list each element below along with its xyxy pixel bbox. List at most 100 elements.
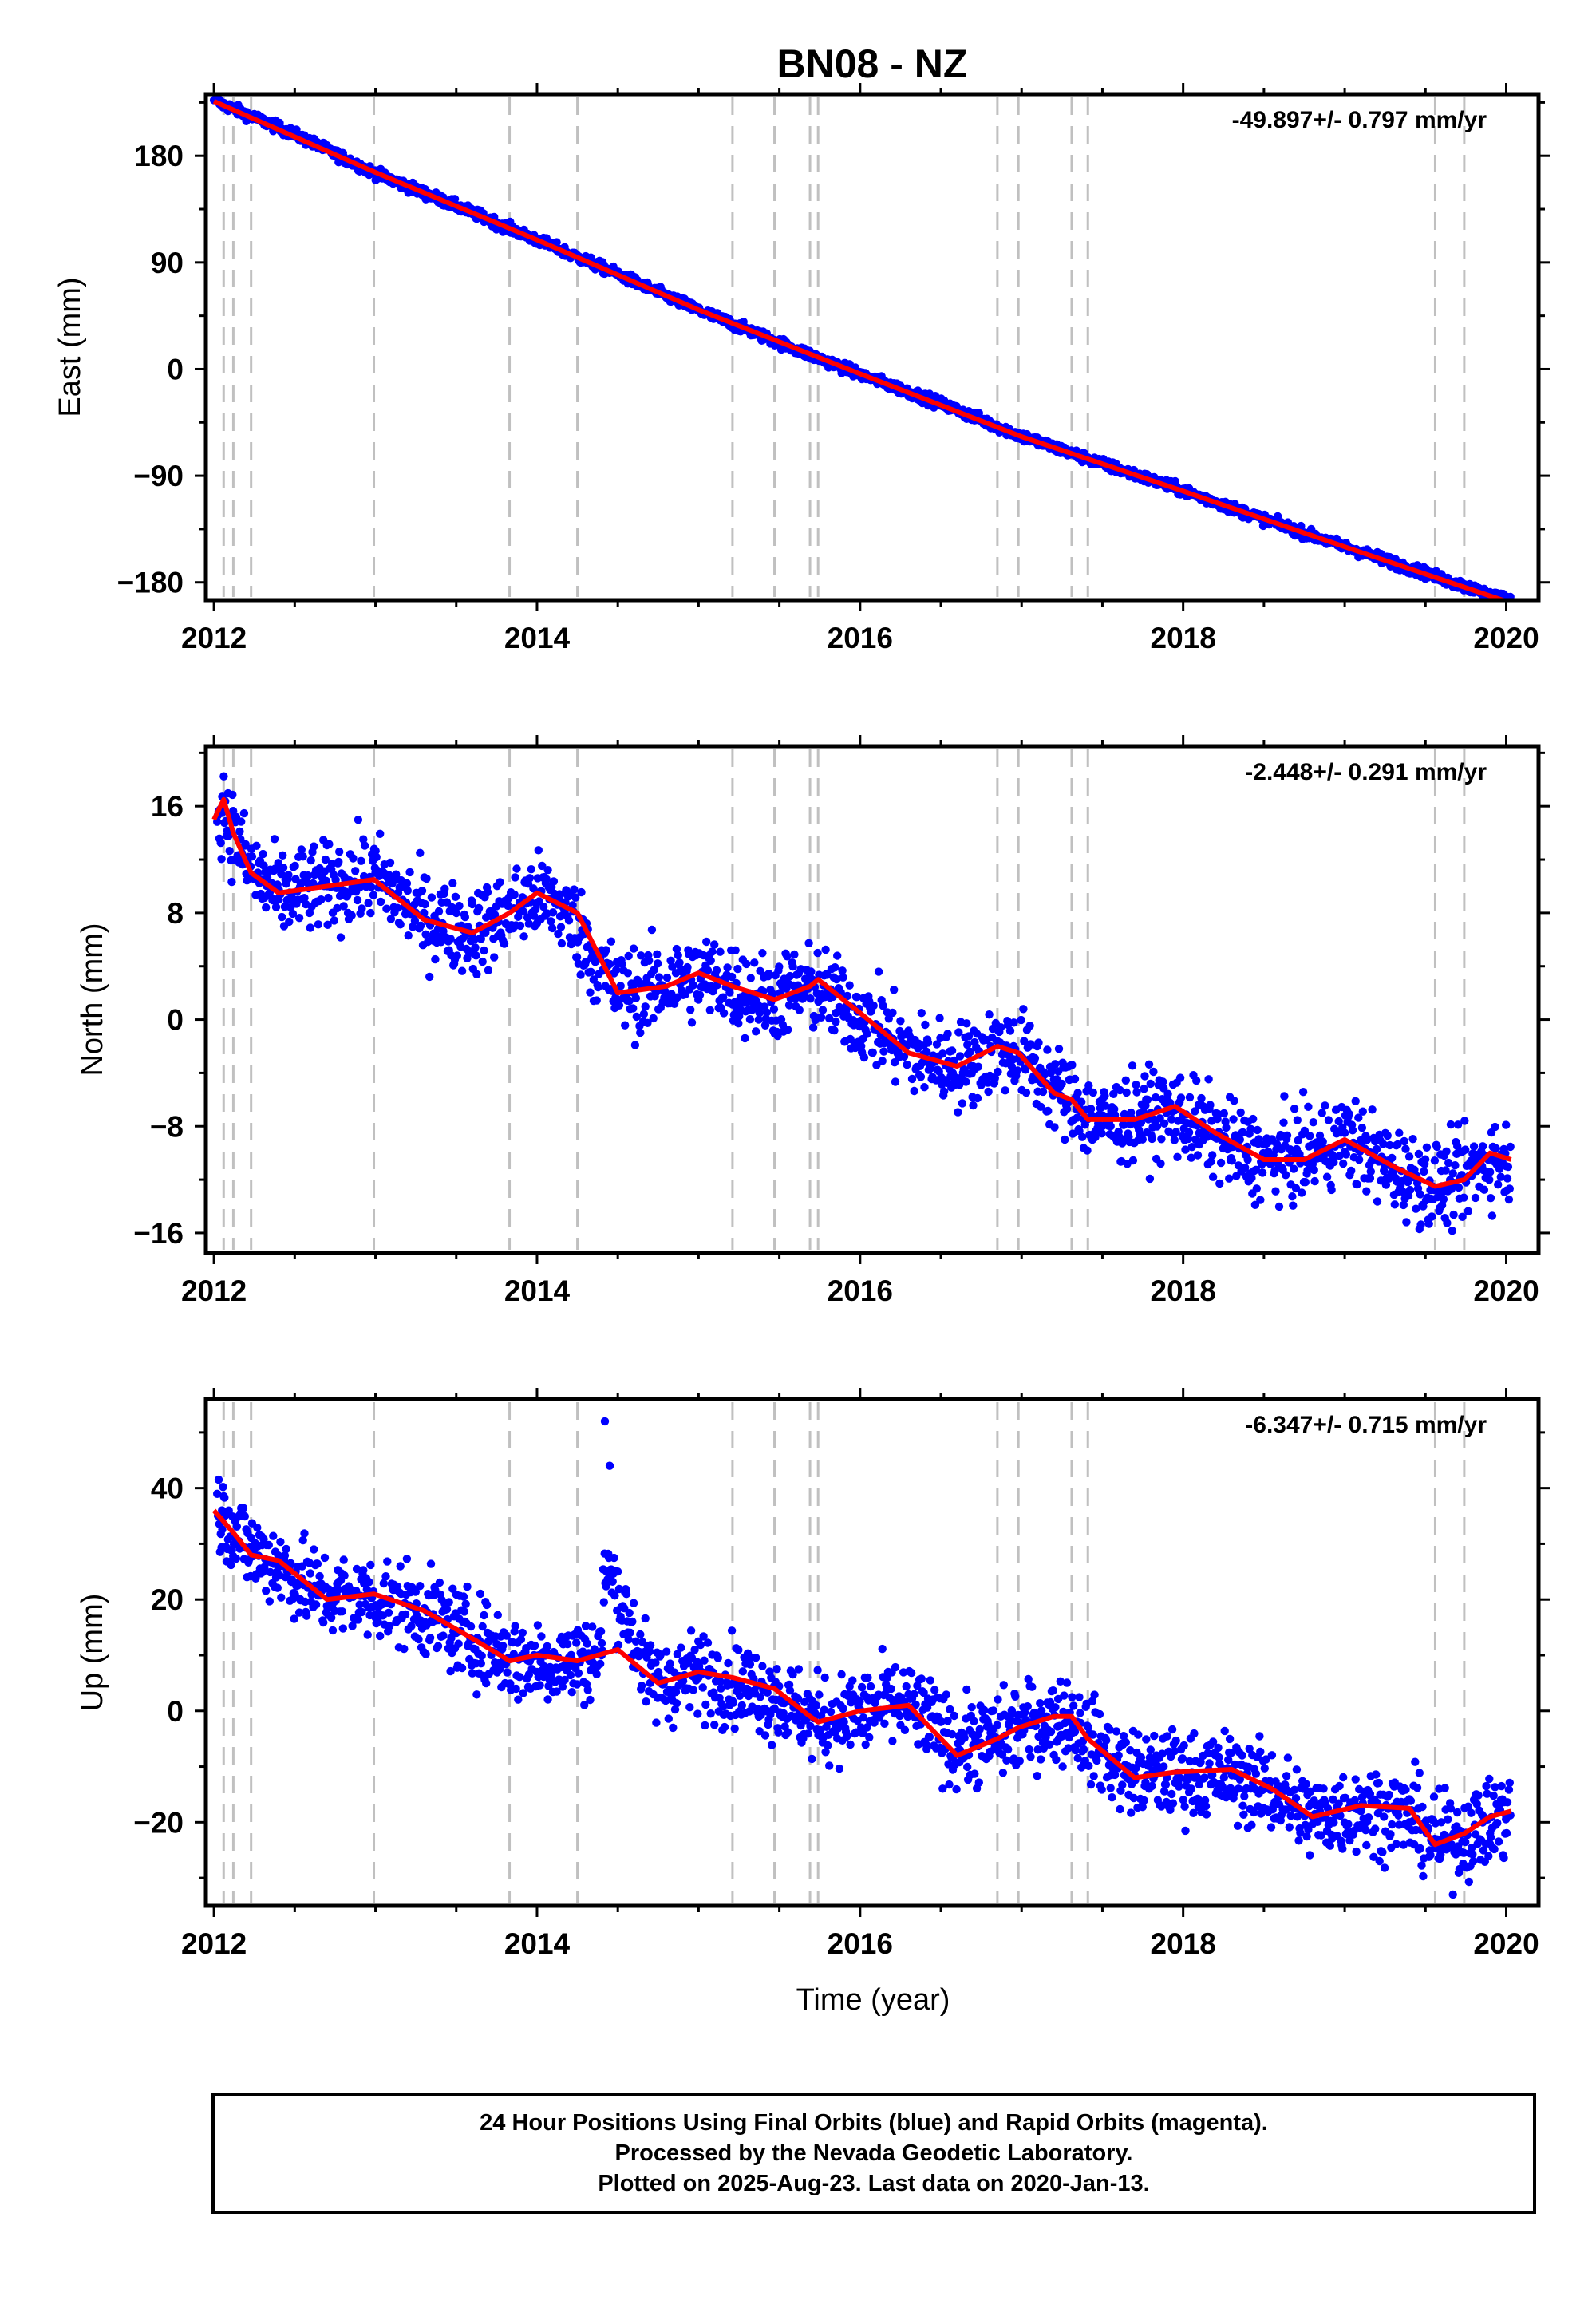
up-point <box>253 1524 262 1532</box>
north-point <box>943 1030 952 1038</box>
north-point <box>483 887 492 897</box>
north-point <box>1120 1109 1129 1119</box>
up-point <box>277 1593 286 1602</box>
up-point <box>820 1705 829 1714</box>
north-xtick-label-4: 2020 <box>1473 1275 1539 1307</box>
north-point <box>629 944 638 953</box>
north-point <box>1088 1088 1098 1097</box>
north-point <box>1357 1124 1367 1132</box>
up-point <box>583 1639 591 1648</box>
north-point <box>1400 1136 1408 1146</box>
north-point <box>587 967 595 977</box>
north-point <box>1404 1177 1412 1187</box>
north-point <box>446 935 455 943</box>
north-point <box>1478 1142 1487 1151</box>
north-point <box>531 905 540 914</box>
north-point <box>359 835 368 844</box>
up-point <box>813 1666 822 1674</box>
north-point <box>490 953 499 962</box>
north-point <box>1159 1084 1168 1093</box>
east-ytick-label-3: 90 <box>151 247 184 279</box>
north-point <box>1241 1163 1250 1172</box>
north-point <box>421 899 429 909</box>
north-point <box>548 908 558 917</box>
north-point <box>1132 1088 1141 1097</box>
up-point <box>1002 1756 1011 1765</box>
north-point <box>624 951 633 961</box>
north-point <box>1116 1085 1124 1095</box>
north-point <box>1017 1015 1025 1025</box>
up-point <box>300 1529 309 1538</box>
north-data-points <box>213 772 1515 1235</box>
north-point <box>955 1052 965 1061</box>
east-ytick-label-2: 0 <box>167 353 184 385</box>
up-point <box>666 1659 674 1668</box>
north-point <box>333 903 342 913</box>
north-point <box>448 903 456 912</box>
north-point <box>1026 1040 1035 1049</box>
up-point <box>442 1605 452 1614</box>
up-point <box>998 1769 1008 1777</box>
north-point <box>1159 1119 1169 1128</box>
north-point <box>1496 1172 1506 1181</box>
up-point <box>729 1698 738 1707</box>
up-point <box>686 1626 696 1635</box>
north-point <box>1193 1151 1203 1160</box>
north-point <box>519 932 528 941</box>
up-point <box>454 1639 463 1648</box>
up-point <box>1084 1761 1093 1770</box>
north-point <box>916 1073 926 1081</box>
up-point <box>535 1681 544 1690</box>
north-point <box>372 852 381 862</box>
north-point <box>1503 1174 1512 1183</box>
up-point <box>962 1685 971 1694</box>
up-point <box>902 1682 911 1691</box>
north-point <box>279 864 288 872</box>
north-point <box>1251 1165 1261 1175</box>
up-point <box>552 1687 561 1696</box>
north-point <box>1030 1053 1040 1063</box>
up-point <box>859 1713 868 1722</box>
north-point <box>402 879 412 888</box>
north-ytick-label-2: 0 <box>167 1004 184 1037</box>
north-point <box>1184 1128 1194 1137</box>
north-point <box>891 1077 900 1086</box>
up-point <box>567 1688 576 1697</box>
north-point <box>935 1014 944 1022</box>
north-point <box>687 1018 697 1027</box>
north-point <box>417 887 427 895</box>
north-point <box>1348 1126 1357 1135</box>
up-point <box>980 1705 989 1714</box>
up-point <box>411 1587 420 1596</box>
north-point <box>641 1002 650 1011</box>
north-ytick-label-3: 8 <box>167 897 184 930</box>
up-point <box>537 1632 546 1641</box>
north-point <box>259 861 268 870</box>
north-point <box>1412 1204 1420 1213</box>
north-point <box>1502 1120 1511 1129</box>
north-ytick-label-4: 16 <box>151 790 184 823</box>
up-point <box>943 1717 952 1725</box>
north-point <box>294 914 304 923</box>
north-point <box>896 1017 905 1026</box>
north-point <box>1300 1126 1310 1136</box>
up-point <box>760 1731 770 1740</box>
up-point <box>447 1634 456 1642</box>
north-point <box>1491 1144 1500 1153</box>
up-point <box>628 1617 637 1626</box>
north-point <box>323 920 332 930</box>
north-point <box>649 1014 658 1023</box>
up-point <box>354 1615 363 1624</box>
up-point <box>622 1590 631 1599</box>
up-point <box>482 1678 491 1688</box>
up-point <box>636 1630 645 1639</box>
up-point <box>825 1761 834 1770</box>
north-point <box>1341 1150 1351 1159</box>
north-model-line <box>211 796 1512 1189</box>
up-point <box>461 1599 470 1609</box>
up-point <box>917 1674 926 1683</box>
north-point <box>923 1038 933 1047</box>
north-point <box>813 948 822 958</box>
up-point <box>376 1631 385 1641</box>
up-point <box>720 1722 729 1732</box>
